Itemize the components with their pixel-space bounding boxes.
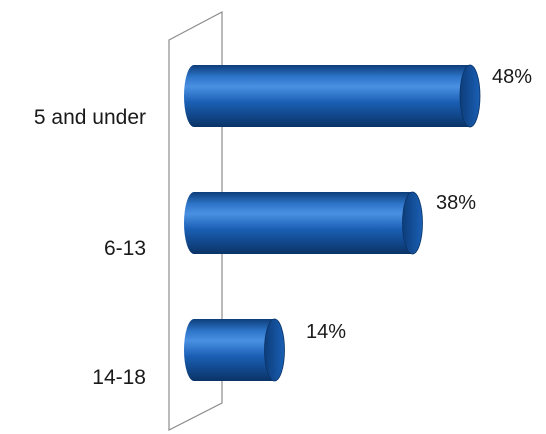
- value-label: 48%: [492, 66, 532, 88]
- bar-cap: [402, 191, 423, 255]
- category-label: 14-18: [92, 366, 146, 389]
- bar: [184, 319, 285, 381]
- category-label: 5 and under: [34, 106, 146, 129]
- bar-cap: [264, 318, 285, 382]
- bars-group: [184, 64, 481, 382]
- bar: [184, 192, 423, 254]
- bar: [184, 65, 480, 127]
- category-label: 6-13: [104, 237, 146, 260]
- axis-wall: [168, 11, 223, 431]
- bar-cap: [459, 64, 481, 128]
- value-label: 38%: [436, 192, 476, 214]
- value-label: 14%: [306, 321, 346, 343]
